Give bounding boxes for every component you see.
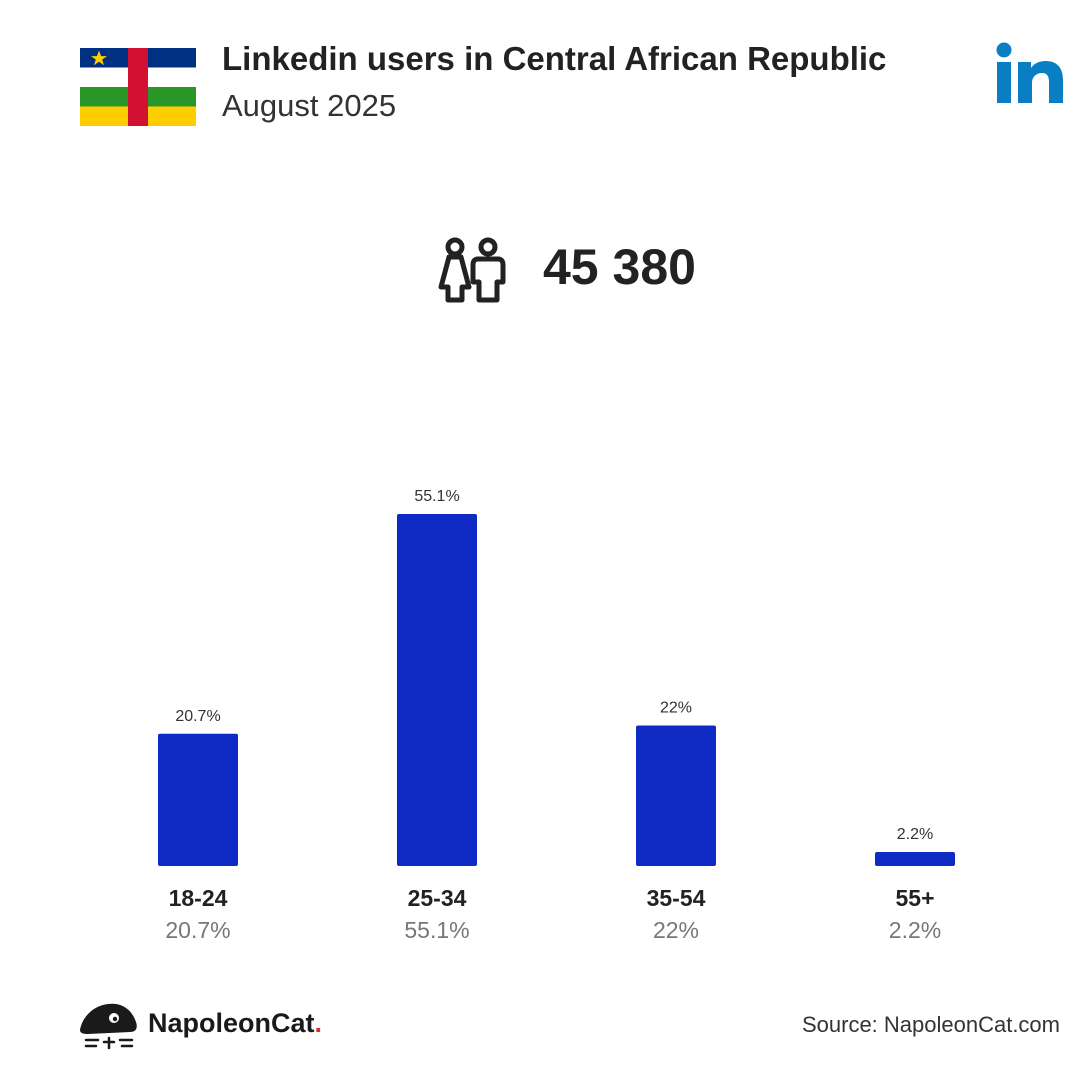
bar-55+: [875, 851, 955, 866]
brand-dot: .: [314, 1008, 323, 1038]
star-icon: [91, 50, 107, 66]
bar-value-label: 22%: [660, 699, 692, 716]
category-percent-label: 2.2%: [889, 917, 941, 943]
age-distribution-bar-chart: 20.7% 18-24 20.7% 55.1% 25-34 55.1% 22% 35-54 22…: [158, 488, 955, 943]
users-icon: [438, 237, 506, 303]
napoleoncat-logo-icon: [80, 1003, 137, 1050]
bar-25-34: [397, 514, 477, 866]
brand-name-text: NapoleonCat: [148, 1008, 315, 1038]
bar-value-label: 55.1%: [414, 488, 459, 505]
category-label: 25-34: [408, 885, 467, 911]
total-users-value: 45 380: [543, 239, 696, 295]
bar-35-54: [636, 725, 716, 866]
brand-name: NapoleonCat.: [148, 1008, 322, 1039]
bar-value-label: 2.2%: [897, 826, 933, 843]
category-percent-label: 55.1%: [404, 917, 469, 943]
source-text: Source: NapoleonCat.com: [801, 1012, 1060, 1037]
category-percent-label: 20.7%: [165, 917, 230, 943]
linkedin-logo-icon: [996, 42, 1063, 103]
category-label: 18-24: [169, 885, 228, 911]
bar-value-label: 20.7%: [175, 708, 220, 725]
category-percent-label: 22%: [653, 917, 699, 943]
bar-18-24: [158, 733, 238, 866]
page-title: Linkedin users in Central African Republ…: [222, 40, 887, 77]
category-label: 35-54: [647, 885, 706, 911]
category-label: 55+: [895, 885, 934, 911]
central-african-republic-flag: [80, 48, 196, 126]
page-subtitle: August 2025: [222, 88, 397, 123]
